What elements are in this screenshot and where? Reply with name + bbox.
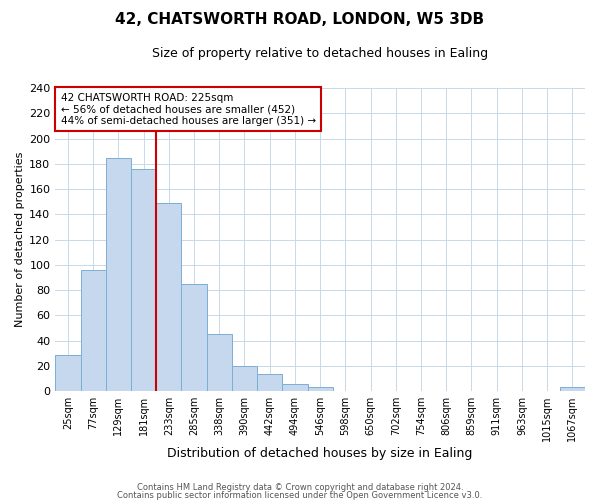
Text: 42 CHATSWORTH ROAD: 225sqm
← 56% of detached houses are smaller (452)
44% of sem: 42 CHATSWORTH ROAD: 225sqm ← 56% of deta… (61, 92, 316, 126)
Bar (232, 366, 257, 391)
Bar (206, 334, 232, 391)
Bar (181, 284, 206, 391)
Bar (560, 388, 585, 391)
X-axis label: Distribution of detached houses by size in Ealing: Distribution of detached houses by size … (167, 447, 473, 460)
Bar (55, 354, 80, 391)
Text: 42, CHATSWORTH ROAD, LONDON, W5 3DB: 42, CHATSWORTH ROAD, LONDON, W5 3DB (115, 12, 485, 28)
Bar (283, 384, 308, 391)
Text: Contains HM Land Registry data © Crown copyright and database right 2024.: Contains HM Land Registry data © Crown c… (137, 484, 463, 492)
Text: Contains public sector information licensed under the Open Government Licence v3: Contains public sector information licen… (118, 490, 482, 500)
Bar (80, 270, 106, 391)
Bar (308, 388, 333, 391)
Bar (156, 203, 181, 391)
Bar (106, 158, 131, 391)
Title: Size of property relative to detached houses in Ealing: Size of property relative to detached ho… (152, 48, 488, 60)
Bar (131, 169, 156, 391)
Bar (257, 374, 283, 391)
Y-axis label: Number of detached properties: Number of detached properties (15, 152, 25, 328)
